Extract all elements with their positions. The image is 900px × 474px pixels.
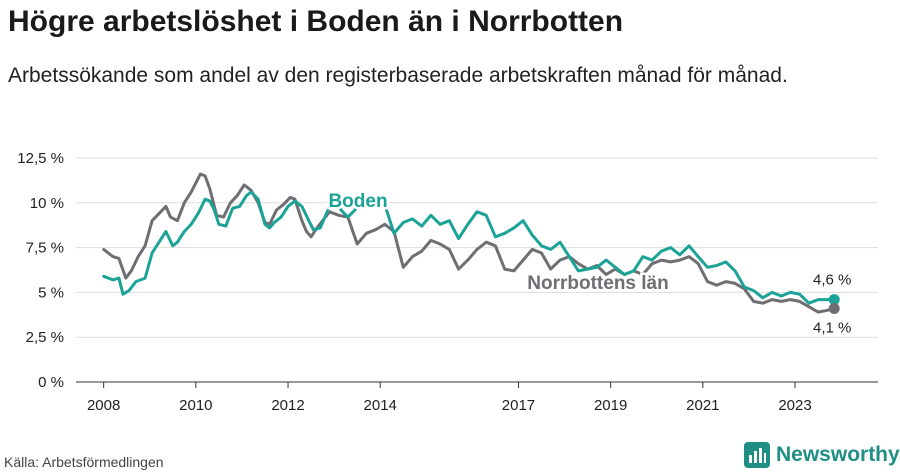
brand-logo[interactable]: Newsworthy — [744, 442, 900, 468]
y-tick-label: 10 % — [30, 195, 64, 212]
grid-layer — [76, 157, 878, 383]
x-tick-label: 2021 — [686, 397, 719, 414]
source-note: Källa: Arbetsförmedlingen — [4, 454, 164, 470]
norrbotten-end-point — [828, 303, 840, 315]
newsworthy-logo-icon — [744, 442, 770, 468]
brand-name: Newsworthy — [776, 443, 900, 466]
y-axis-ticks: 0 % 2,5 % 5 % 7,5 % 10 % 12,5 % — [17, 150, 64, 391]
x-tick-label: 2017 — [502, 397, 535, 414]
x-tick-label: 2008 — [87, 397, 120, 414]
series-layer — [102, 172, 840, 315]
y-tick-label: 2,5 % — [26, 329, 64, 346]
x-axis-ticks: 2008 2010 2012 2014 2017 2019 2021 2023 — [87, 382, 812, 414]
label-layer: 4,6 % 4,1 % Boden Norrbottens län — [326, 189, 853, 339]
x-tick-label: 2010 — [179, 397, 212, 414]
boden-end-point — [828, 294, 840, 306]
boden-line — [102, 190, 836, 305]
y-tick-label: 0 % — [38, 374, 64, 391]
boden-series-label: Boden — [328, 191, 387, 212]
norrbotten-series-label: Norrbottens län — [527, 273, 668, 294]
boden-end-label: 4,6 % — [813, 272, 851, 289]
y-tick-label: 5 % — [38, 284, 64, 301]
x-tick-label: 2012 — [271, 397, 304, 414]
chart-title: Högre arbetslöshet i Boden än i Norrbott… — [8, 5, 624, 38]
norrbotten-end-label: 4,1 % — [813, 320, 851, 337]
y-tick-label: 7,5 % — [26, 240, 64, 257]
x-tick-label: 2019 — [594, 397, 627, 414]
y-tick-label: 12,5 % — [17, 150, 64, 167]
norrbotten-line — [102, 172, 836, 314]
x-tick-label: 2014 — [364, 397, 397, 414]
chart-subtitle: Arbetssökande som andel av den registerb… — [8, 64, 788, 87]
x-tick-label: 2023 — [778, 397, 811, 414]
